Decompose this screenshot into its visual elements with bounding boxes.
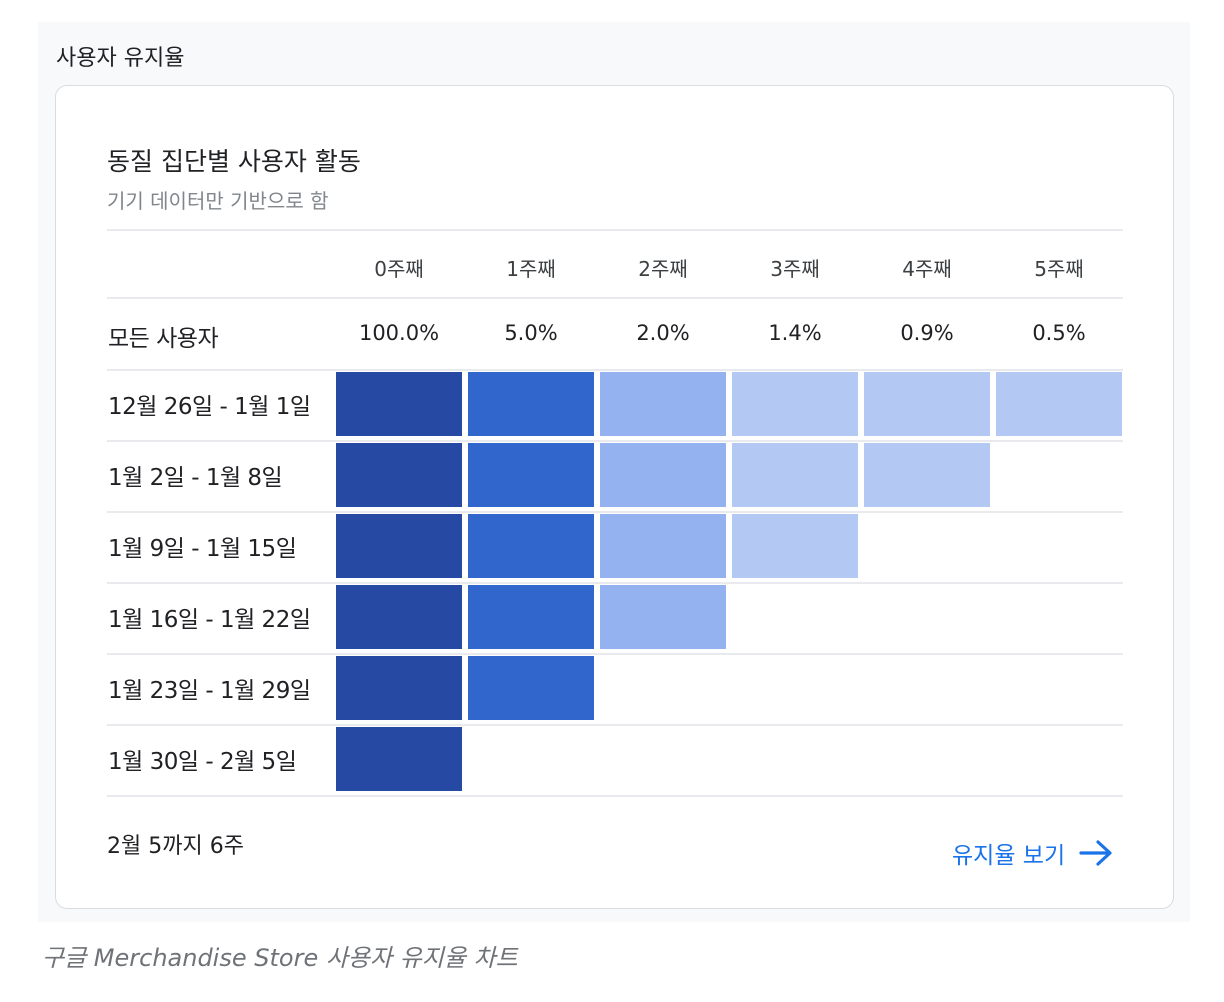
- arrow-right-icon: [1079, 840, 1112, 866]
- cohort-row-label: 1월 2일 - 1월 8일: [108, 465, 283, 491]
- all-users-value: 2.0%: [636, 321, 690, 345]
- retention-section: 사용자 유지율 동질 집단별 사용자 활동 기기 데이터만 기반으로 함 0주째…: [38, 22, 1190, 922]
- heatmap-cell[interactable]: [336, 585, 462, 649]
- row-divider: [107, 511, 1123, 513]
- heatmap-cell[interactable]: [864, 443, 990, 507]
- heatmap-cell[interactable]: [732, 372, 858, 436]
- cohort-row-label: 1월 16일 - 1월 22일: [108, 607, 311, 633]
- row-divider: [107, 795, 1123, 797]
- heatmap-cell[interactable]: [600, 443, 726, 507]
- all-users-value: 0.5%: [1032, 321, 1086, 345]
- cohort-card: 동질 집단별 사용자 활동 기기 데이터만 기반으로 함 0주째 1주째 2주째 3주…: [55, 85, 1174, 909]
- column-header: 1주째: [506, 257, 556, 281]
- card-title: 동질 집단별 사용자 활동: [107, 147, 361, 176]
- heatmap-cell[interactable]: [864, 372, 990, 436]
- heatmap-cell[interactable]: [600, 514, 726, 578]
- heatmap-cell[interactable]: [468, 372, 594, 436]
- row-divider: [107, 440, 1123, 442]
- view-retention-link[interactable]: 유지율 보기: [952, 836, 1113, 870]
- heatmap-cell[interactable]: [336, 443, 462, 507]
- heatmap-cell[interactable]: [468, 514, 594, 578]
- row-divider: [107, 229, 1123, 231]
- cohort-row-label: 12월 26일 - 1월 1일: [108, 394, 311, 420]
- all-users-value: 0.9%: [900, 321, 954, 345]
- cohort-row-label: 1월 30일 - 2월 5일: [108, 749, 297, 775]
- card-subtitle: 기기 데이터만 기반으로 함: [107, 189, 329, 213]
- image-caption: 구글 Merchandise Store 사용자 유지율 차트: [42, 944, 518, 972]
- column-header: 2주째: [638, 257, 688, 281]
- heatmap-cell[interactable]: [468, 656, 594, 720]
- heatmap-cell[interactable]: [336, 656, 462, 720]
- section-title: 사용자 유지율: [56, 46, 185, 71]
- heatmap-cell[interactable]: [468, 585, 594, 649]
- row-divider: [107, 369, 1123, 371]
- heatmap-cell[interactable]: [600, 585, 726, 649]
- row-divider: [107, 582, 1123, 584]
- heatmap-cell[interactable]: [732, 443, 858, 507]
- column-header: 4주째: [902, 257, 952, 281]
- cohort-row-label: 1월 23일 - 1월 29일: [108, 678, 311, 704]
- all-users-value: 5.0%: [504, 321, 558, 345]
- all-users-value: 1.4%: [768, 321, 822, 345]
- date-range-text: 2월 5까지 6주: [107, 834, 244, 859]
- cohort-row-label: 1월 9일 - 1월 15일: [108, 536, 297, 562]
- column-header: 3주째: [770, 257, 820, 281]
- column-header: 5주째: [1034, 257, 1084, 281]
- row-divider: [107, 724, 1123, 726]
- view-retention-label: 유지율 보기: [952, 843, 1066, 869]
- heatmap-cell[interactable]: [996, 372, 1122, 436]
- all-users-value: 100.0%: [358, 321, 440, 345]
- heatmap-cell[interactable]: [336, 372, 462, 436]
- all-users-label: 모든 사용자: [108, 326, 219, 352]
- heatmap-cell[interactable]: [600, 372, 726, 436]
- row-divider: [107, 653, 1123, 655]
- heatmap-cell[interactable]: [336, 727, 462, 791]
- column-header: 0주째: [374, 257, 424, 281]
- row-divider: [107, 297, 1123, 299]
- heatmap-cell[interactable]: [732, 514, 858, 578]
- heatmap-cell[interactable]: [336, 514, 462, 578]
- heatmap-cell[interactable]: [468, 443, 594, 507]
